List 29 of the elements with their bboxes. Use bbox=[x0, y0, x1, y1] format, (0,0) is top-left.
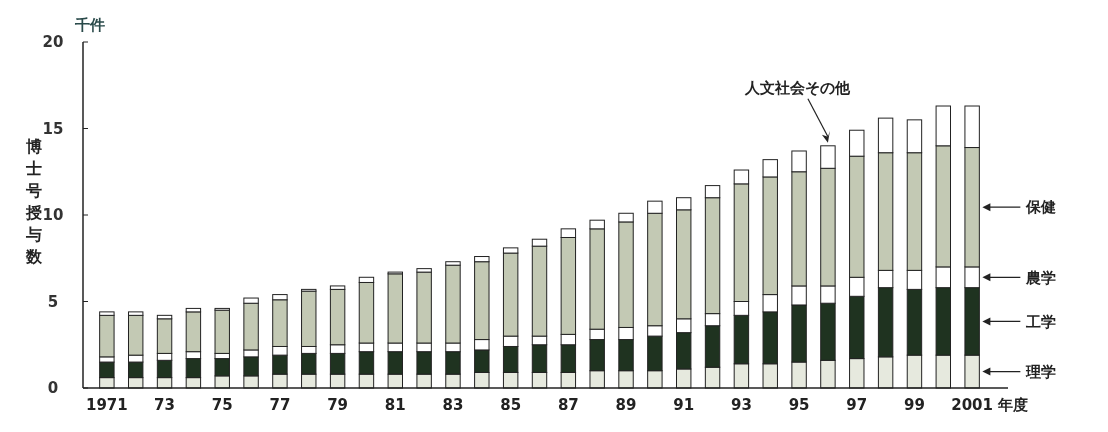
y-tick-label: 15 bbox=[42, 119, 64, 138]
legend-label: 保健 bbox=[1025, 198, 1057, 217]
y-axis-title: 博士号授与数 bbox=[25, 137, 43, 266]
legend-label: 工学 bbox=[1025, 312, 1057, 331]
y-tick-label: 10 bbox=[42, 206, 64, 225]
legend-label: 農学 bbox=[1025, 268, 1057, 287]
x-tick-label: 99 bbox=[904, 396, 925, 414]
x-tick-label: 91 bbox=[673, 396, 695, 414]
x-tick-label: 83 bbox=[442, 396, 464, 414]
x-tick-label: 81 bbox=[384, 396, 406, 414]
x-tick-label: 97 bbox=[846, 396, 868, 414]
x-tick-label: 95 bbox=[788, 396, 810, 414]
x-tick-label: 85 bbox=[500, 396, 522, 414]
x-tick-label: 87 bbox=[557, 396, 579, 414]
x-tick-label: 2001 bbox=[951, 396, 994, 414]
y-tick-label: 0 bbox=[47, 379, 59, 398]
x-tick-label: 1971 bbox=[85, 396, 128, 414]
y-tick-label: 5 bbox=[47, 292, 59, 311]
legend-label: 理学 bbox=[1025, 362, 1057, 381]
x-tick-label: 89 bbox=[615, 396, 637, 414]
x-tick-label: 77 bbox=[269, 396, 291, 414]
x-tick-label: 79 bbox=[327, 396, 349, 414]
text: 人文社会その他 bbox=[744, 78, 852, 97]
x-axis-title: 年度 bbox=[997, 396, 1029, 414]
text: 千件 bbox=[74, 16, 105, 34]
x-tick-label: 93 bbox=[730, 396, 752, 414]
x-tick-label: 73 bbox=[154, 396, 175, 414]
x-tick-label: 75 bbox=[211, 396, 233, 414]
y-tick-label: 20 bbox=[42, 33, 64, 52]
